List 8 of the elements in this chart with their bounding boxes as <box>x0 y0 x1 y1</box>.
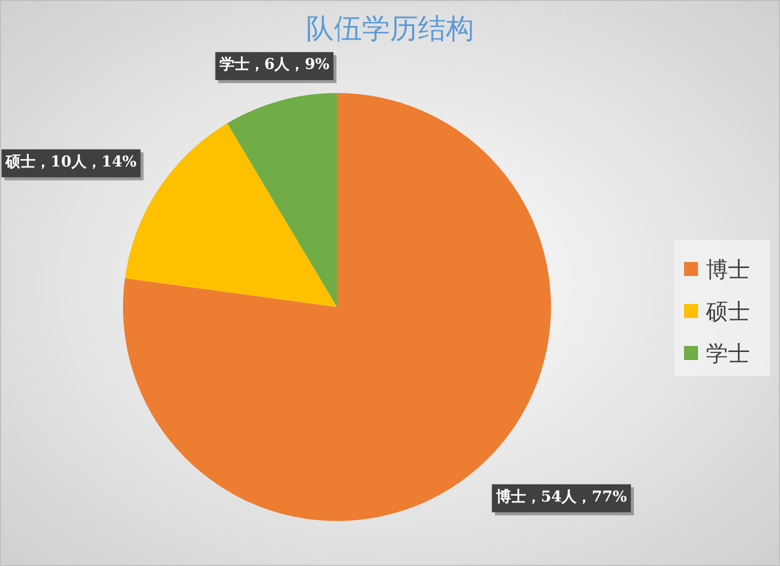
data-label: 硕士，10人，14% <box>4 152 137 170</box>
data-label: 博士，54人，77% <box>494 487 627 506</box>
legend-label: 学士 <box>706 342 750 367</box>
legend-label: 硕士 <box>705 300 750 325</box>
chart-title: 队伍学历结构 <box>306 12 474 45</box>
data-label: 学士，6人，9% <box>219 55 330 74</box>
legend-label: 博士 <box>706 258 750 283</box>
pie-slice <box>227 93 337 307</box>
